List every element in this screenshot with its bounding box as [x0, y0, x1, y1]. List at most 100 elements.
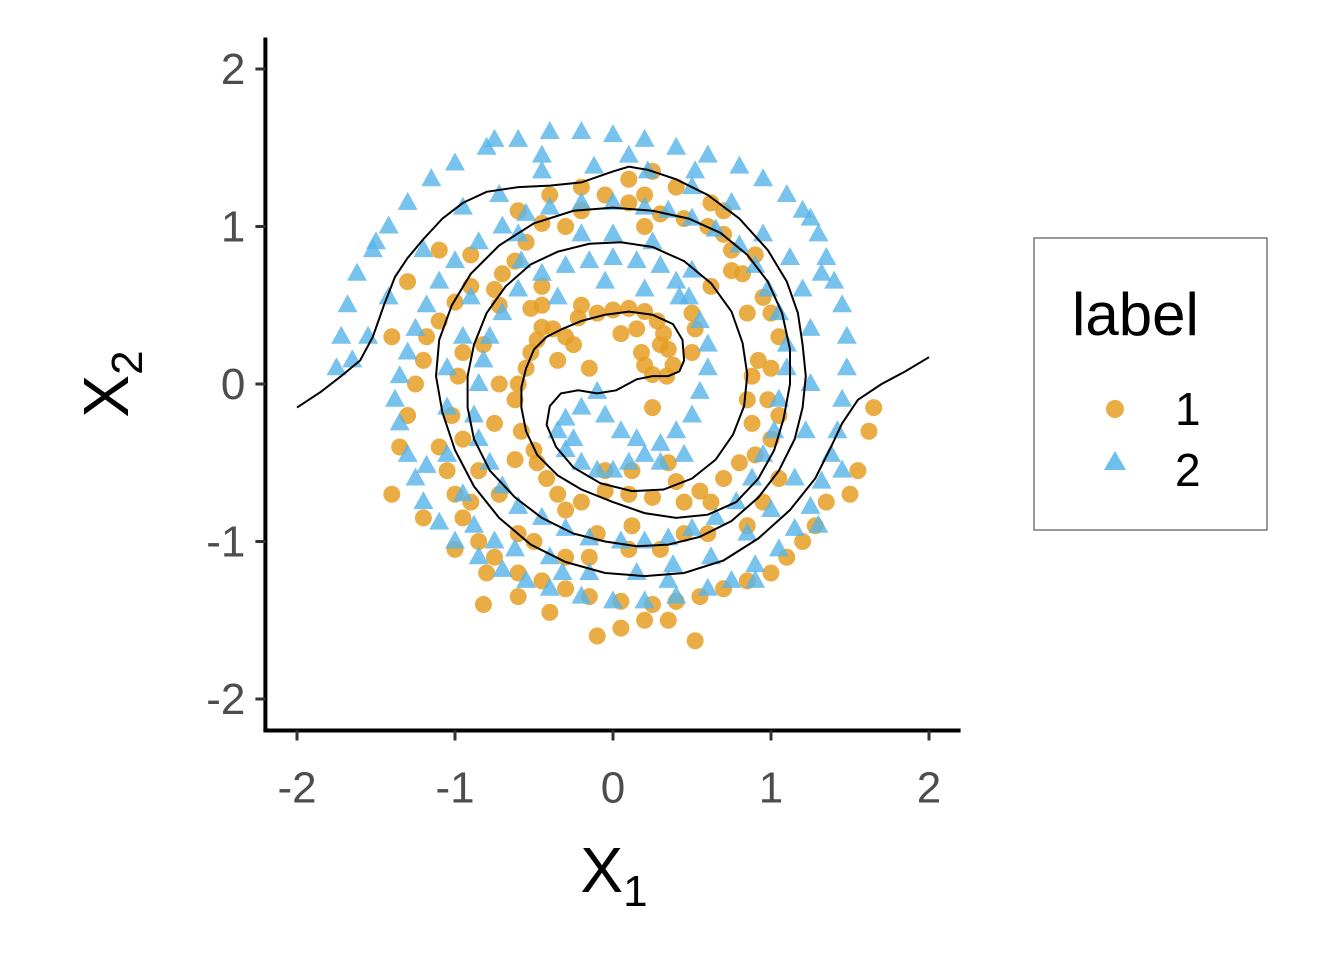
point-label-2 [753, 223, 774, 242]
point-label-2 [508, 278, 529, 297]
point-label-2 [571, 121, 592, 139]
point-label-2 [658, 527, 679, 546]
point-label-2 [505, 538, 526, 557]
point-label-1 [596, 482, 614, 500]
point-label-2 [634, 128, 655, 147]
point-label-2 [626, 562, 647, 580]
point-label-2 [689, 380, 710, 399]
point-label-1 [636, 611, 654, 629]
point-label-1 [446, 293, 464, 311]
point-label-1 [580, 548, 598, 566]
point-label-2 [473, 349, 494, 368]
point-label-2 [452, 483, 473, 502]
point-label-2 [634, 590, 655, 609]
point-label-2 [836, 357, 857, 376]
point-label-1 [636, 303, 654, 321]
point-label-2 [603, 124, 623, 143]
point-label-1 [470, 533, 488, 550]
point-label-2 [571, 451, 592, 470]
point-label-2 [618, 144, 639, 163]
decision-boundary [296, 165, 930, 578]
point-label-2 [827, 420, 848, 439]
point-label-2 [571, 396, 592, 415]
point-label-1 [557, 548, 575, 566]
point-label-2 [571, 191, 592, 210]
point-label-2 [792, 278, 813, 297]
point-label-1 [620, 170, 638, 188]
point-label-2 [511, 250, 532, 269]
point-label-2 [389, 412, 410, 431]
point-label-2 [531, 262, 552, 281]
point-label-1 [730, 454, 748, 472]
point-label-2 [389, 365, 410, 384]
point-label-2 [650, 254, 671, 273]
point-label-2 [366, 231, 386, 250]
x-tick-label: 2 [917, 764, 941, 813]
point-label-2 [618, 451, 639, 470]
point-label-2 [508, 128, 529, 147]
point-label-2 [697, 333, 718, 352]
point-label-2 [816, 247, 837, 265]
point-label-1 [849, 462, 867, 480]
point-label-2 [603, 459, 623, 478]
point-label-2 [685, 160, 706, 179]
point-label-2 [421, 168, 442, 187]
point-label-1 [644, 399, 661, 417]
point-label-1 [794, 533, 812, 550]
point-label-2 [468, 373, 489, 391]
point-label-1 [620, 299, 638, 317]
point-label-1 [612, 619, 630, 637]
point-label-1 [454, 344, 472, 361]
point-label-1 [486, 281, 503, 298]
scatter-points [326, 121, 883, 650]
point-label-2 [397, 191, 418, 210]
point-label-2 [603, 247, 623, 265]
point-label-2 [689, 310, 710, 328]
legend-title: label [1072, 281, 1199, 348]
point-label-1 [438, 462, 456, 480]
point-label-2 [737, 522, 758, 541]
x-tick-label: 0 [601, 764, 625, 813]
point-label-2 [416, 294, 437, 313]
point-label-2 [413, 239, 434, 258]
legend-label-2: 2 [1175, 444, 1201, 496]
point-label-2 [429, 511, 450, 530]
point-label-1 [549, 351, 567, 369]
point-label-2 [697, 357, 718, 376]
point-label-1 [651, 336, 669, 354]
y-tick-label: 0 [221, 360, 245, 409]
point-label-2 [784, 517, 805, 536]
point-label-2 [479, 451, 500, 470]
point-label-2 [729, 155, 750, 174]
x-axis-title: X1 [580, 834, 647, 916]
point-label-2 [492, 302, 513, 321]
point-label-2 [563, 428, 584, 447]
point-label-2 [539, 577, 560, 596]
x-tick-label: 1 [759, 764, 783, 813]
legend-box [1033, 237, 1268, 531]
point-label-2 [531, 160, 552, 179]
point-label-1 [486, 548, 503, 566]
point-label-2 [468, 231, 489, 250]
point-label-2 [326, 357, 347, 376]
point-label-1 [493, 265, 511, 283]
point-label-2 [800, 317, 821, 336]
x-tick-label: -1 [435, 764, 474, 813]
point-label-1 [572, 296, 590, 314]
point-label-1 [683, 344, 701, 361]
point-label-1 [399, 273, 417, 291]
point-label-2 [445, 152, 465, 171]
point-label-2 [463, 514, 484, 533]
point-label-2 [516, 569, 537, 588]
point-label-2 [800, 207, 821, 226]
point-label-2 [700, 546, 721, 565]
point-label-1 [686, 632, 704, 650]
point-label-2 [331, 325, 352, 344]
point-label-2 [539, 121, 560, 139]
point-label-2 [808, 223, 829, 242]
point-label-2 [836, 325, 857, 344]
point-label-1 [533, 277, 551, 295]
point-label-2 [832, 388, 853, 407]
point-label-2 [626, 250, 647, 269]
point-label-2 [682, 207, 702, 226]
